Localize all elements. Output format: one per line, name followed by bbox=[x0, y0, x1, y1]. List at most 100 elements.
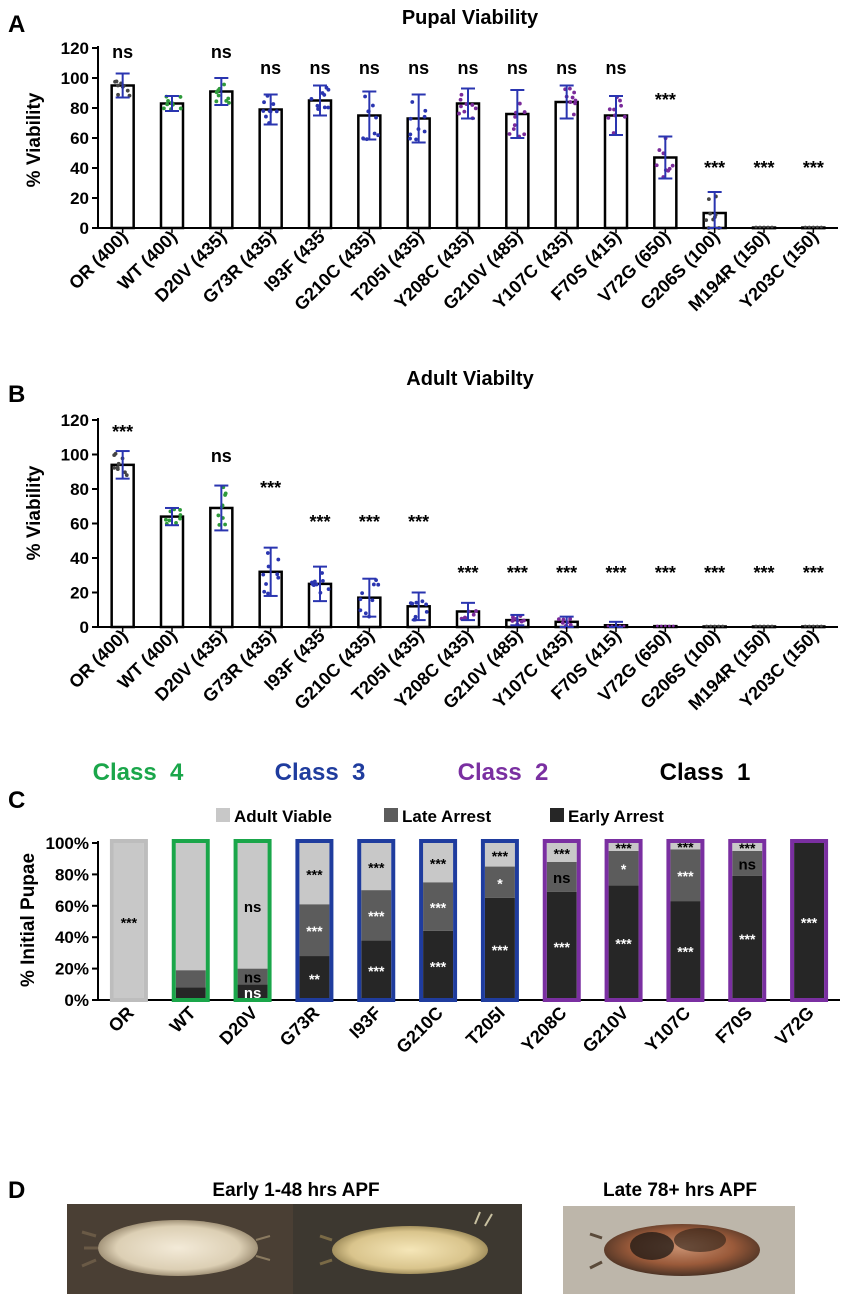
class-outline-i93f bbox=[357, 839, 396, 1002]
data-point-i93f-435 bbox=[326, 105, 331, 110]
x-tick-label: Y107C bbox=[641, 1003, 694, 1056]
data-point-g210c-435 bbox=[374, 115, 378, 120]
significance-label: *** bbox=[359, 512, 380, 532]
data-point-v72g-650 bbox=[663, 624, 667, 628]
late-pupa-photo bbox=[563, 1206, 795, 1294]
data-point-v72g-650 bbox=[671, 624, 675, 628]
early-pupa-photo-2 bbox=[293, 1204, 522, 1294]
data-point-i93f-435 bbox=[320, 578, 325, 583]
bar-or-400 bbox=[110, 463, 135, 629]
data-point-y107c-435 bbox=[570, 95, 575, 100]
data-point-d20v-435 bbox=[214, 99, 219, 104]
segment-significance-label: *** bbox=[677, 944, 694, 960]
significance-label: *** bbox=[408, 512, 429, 532]
stack-segment-early-arrest-g210v bbox=[608, 885, 639, 1000]
bar-d20v-435 bbox=[209, 90, 234, 230]
data-point-g210v-485 bbox=[507, 132, 512, 136]
stack-segment-early-arrest-y107c bbox=[670, 901, 701, 1000]
significance-label: *** bbox=[655, 90, 676, 110]
data-point-g206s-100 bbox=[706, 197, 711, 202]
data-point-f70s-415 bbox=[622, 114, 627, 119]
bar-y208c-435 bbox=[455, 102, 481, 230]
data-point-or-400 bbox=[112, 453, 117, 458]
y-tick-label: 100 bbox=[61, 446, 89, 465]
data-point-g206s-100 bbox=[705, 624, 709, 628]
data-point-wt-400 bbox=[178, 516, 182, 521]
significance-label: *** bbox=[309, 512, 330, 532]
data-point-y203c-150 bbox=[803, 624, 807, 628]
data-point-y203c-150 bbox=[803, 225, 807, 229]
class-outline-or bbox=[109, 839, 148, 1002]
data-point-g73r-435 bbox=[275, 572, 280, 577]
segment-significance-label: *** bbox=[430, 958, 447, 974]
data-point-t205i-435 bbox=[408, 116, 413, 121]
data-point-g210c-435 bbox=[370, 103, 375, 108]
data-point-f70s-415 bbox=[612, 107, 616, 112]
data-point-g210v-485 bbox=[513, 115, 518, 119]
stack-segment-early-arrest-v72g bbox=[794, 843, 825, 1000]
class-outline-y107c bbox=[666, 839, 705, 1002]
data-point-m194r-150 bbox=[766, 225, 770, 229]
chart-c-ylabel: % Initial Pupae bbox=[18, 853, 39, 987]
data-point-g210c-435 bbox=[376, 133, 381, 138]
bar-y107c-435 bbox=[554, 100, 579, 230]
data-point-m194r-150 bbox=[754, 624, 758, 628]
data-point-wt-400 bbox=[167, 518, 172, 523]
significance-label: ns bbox=[112, 42, 133, 62]
chart-b-title: Adult Viabilty bbox=[406, 368, 534, 390]
x-tick-label: I93F bbox=[345, 1003, 385, 1043]
y-tick-label: 0% bbox=[64, 991, 89, 1010]
data-point-g210c-435 bbox=[370, 598, 375, 603]
data-point-y107c-435 bbox=[568, 623, 573, 627]
data-point-y107c-435 bbox=[573, 98, 578, 103]
stack-segment-late-arrest-i93f bbox=[361, 890, 392, 941]
data-point-g210v-485 bbox=[522, 110, 527, 114]
data-point-t205i-435 bbox=[410, 601, 415, 606]
segment-significance-label: ** bbox=[309, 971, 320, 987]
data-point-f70s-415 bbox=[622, 624, 626, 628]
segment-significance-label: * bbox=[497, 875, 503, 891]
data-point-v72g-650 bbox=[670, 163, 675, 168]
significance-label: *** bbox=[605, 563, 626, 583]
data-point-d20v-435 bbox=[216, 513, 221, 518]
data-point-d20v-435 bbox=[214, 90, 219, 95]
data-point-g73r-435 bbox=[266, 564, 271, 569]
bar-or-400 bbox=[110, 84, 135, 230]
segment-significance-label: ns bbox=[244, 899, 262, 916]
data-point-or-400 bbox=[124, 473, 129, 478]
data-point-y107c-435 bbox=[561, 617, 566, 622]
significance-label: ns bbox=[211, 446, 232, 466]
data-point-y107c-435 bbox=[568, 617, 573, 621]
data-point-wt-400 bbox=[163, 517, 168, 522]
data-point-g210c-435 bbox=[376, 582, 381, 587]
bar-wt-400 bbox=[159, 515, 185, 629]
class-1-header: Class 1 bbox=[660, 759, 751, 786]
data-point-i93f-435 bbox=[312, 579, 317, 584]
chart-a-title: Pupal Viability bbox=[402, 7, 539, 29]
y-tick-label: 80% bbox=[55, 865, 89, 884]
significance-label: ns bbox=[359, 58, 380, 78]
data-point-i93f-435 bbox=[315, 103, 320, 108]
stack-segment-adult-viable-d20v bbox=[237, 843, 268, 969]
data-point-y203c-150 bbox=[811, 225, 815, 229]
stack-segment-early-arrest-t205i bbox=[484, 897, 515, 1000]
x-tick-label: V72G bbox=[771, 1003, 818, 1050]
y-tick-label: 60% bbox=[55, 897, 89, 916]
data-point-g206s-100 bbox=[708, 211, 713, 216]
significance-label: ns bbox=[556, 58, 577, 78]
data-point-f70s-415 bbox=[607, 107, 612, 112]
segment-significance-label: *** bbox=[492, 848, 509, 864]
data-point-m194r-150 bbox=[762, 624, 766, 628]
data-point-or-400 bbox=[112, 465, 117, 470]
data-point-i93f-435 bbox=[322, 93, 327, 97]
y-tick-label: 40 bbox=[70, 159, 89, 178]
y-tick-label: 20% bbox=[55, 960, 89, 979]
y-tick-label: 20 bbox=[70, 189, 89, 208]
data-point-y107c-435 bbox=[556, 617, 561, 622]
data-point-d20v-435 bbox=[217, 522, 222, 527]
stack-segment-adult-viable-t205i bbox=[484, 843, 515, 867]
stack-segment-late-arrest-y208c bbox=[546, 861, 577, 892]
stack-segment-early-arrest-g210c bbox=[423, 930, 454, 1000]
segment-significance-label: *** bbox=[615, 840, 632, 856]
